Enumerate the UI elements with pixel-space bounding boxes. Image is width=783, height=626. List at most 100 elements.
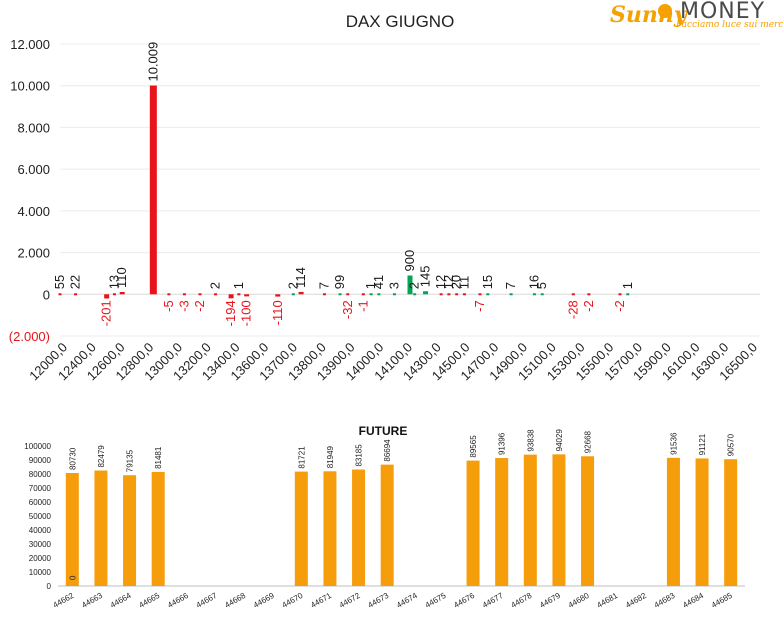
data-label: 94029 (555, 429, 564, 452)
data-label: -2 (192, 300, 207, 312)
bar (369, 293, 373, 296)
chart-title: DAX GIUGNO (346, 12, 455, 31)
data-label: -201 (99, 300, 114, 326)
data-label: 16 (526, 275, 541, 289)
x-tick-label: 44679 (538, 591, 562, 610)
bar (407, 275, 413, 295)
bar (423, 291, 429, 295)
y-tick-label: 10000 (29, 568, 52, 577)
data-label: 92668 (584, 430, 593, 453)
x-tick-label: 44669 (252, 591, 276, 610)
y-tick-label: 80000 (29, 470, 52, 479)
data-label: 41 (371, 275, 386, 289)
y-tick-label: 100000 (24, 442, 51, 451)
data-label: -7 (472, 300, 487, 312)
data-label: 3 (386, 282, 401, 289)
y-tick-label: 70000 (29, 484, 52, 493)
data-label: 55 (52, 275, 67, 289)
data-label: 93838 (526, 429, 535, 452)
data-label: 89565 (469, 435, 478, 458)
data-label: 114 (293, 267, 308, 288)
bar (361, 293, 365, 296)
y-tick-label: 4.000 (17, 204, 50, 219)
data-label: -32 (340, 300, 355, 319)
data-label: 5 (534, 282, 549, 289)
data-label: -100 (239, 300, 254, 326)
bar (540, 293, 544, 296)
brand-word-sunny: Sunny (610, 2, 687, 28)
data-label: 81949 (326, 445, 335, 468)
bar (244, 294, 250, 297)
bar (380, 464, 394, 586)
bar (338, 293, 342, 296)
data-label: 7 (503, 282, 518, 289)
bar (167, 293, 171, 296)
brand-tagline: Facciamo luce sui mercati (676, 20, 783, 30)
bar (532, 293, 536, 296)
bar (439, 293, 443, 296)
x-tick-label: 44668 (223, 591, 247, 610)
bar (571, 293, 575, 296)
brand-word-money: MONEY (680, 0, 766, 24)
bar (94, 470, 108, 586)
x-tick-label: 44684 (681, 591, 705, 610)
x-tick-label: 44681 (595, 591, 619, 610)
bar (413, 293, 417, 296)
data-label: 99 (332, 275, 347, 289)
data-label: 12 (433, 275, 448, 289)
x-tick-label: 44675 (424, 591, 448, 610)
bar (462, 293, 466, 296)
data-label: 1 (620, 282, 635, 289)
data-label: 86694 (383, 439, 392, 462)
y-tick-label: 30000 (29, 540, 52, 549)
data-label: 91396 (498, 432, 507, 455)
y-tick-label: 6.000 (17, 162, 50, 177)
x-tick-label: 44673 (366, 591, 390, 610)
sun-icon (658, 4, 672, 18)
bar (466, 460, 480, 586)
data-label: 91536 (669, 432, 678, 455)
data-label: 12 (441, 275, 456, 289)
data-label: -28 (565, 300, 580, 319)
y-tick-label: 8.000 (17, 120, 50, 135)
data-label: -194 (223, 300, 238, 326)
data-label: 110 (114, 267, 129, 288)
bar (323, 471, 337, 586)
bar (228, 294, 234, 299)
bar (478, 293, 482, 296)
bar (149, 85, 157, 295)
bar (666, 457, 680, 586)
bar (455, 293, 459, 296)
bar (151, 471, 165, 586)
data-label: 7 (316, 282, 331, 289)
x-tick-label: 44663 (80, 591, 104, 610)
bar (618, 293, 622, 296)
x-tick-label: 44682 (624, 591, 648, 610)
chart-title: FUTURE (359, 424, 408, 438)
data-label: 13 (106, 275, 121, 289)
bar (552, 454, 566, 586)
y-tick-label: 40000 (29, 526, 52, 535)
x-tick-label: 44685 (710, 591, 734, 610)
bar (119, 291, 125, 295)
y-tick-label: 2.000 (17, 246, 50, 261)
bar (587, 293, 591, 296)
bar (198, 293, 202, 296)
data-label: -5 (161, 300, 176, 312)
data-label: 91121 (698, 433, 707, 455)
bar (214, 293, 218, 296)
bar (447, 293, 451, 296)
x-tick-label: 44667 (195, 591, 219, 610)
x-tick-label: 44665 (137, 591, 161, 610)
x-tick-label: 44671 (309, 591, 333, 610)
y-tick-label: 0 (47, 582, 52, 591)
bar (352, 469, 366, 586)
data-label: 10.009 (145, 42, 160, 82)
bar (237, 293, 241, 296)
x-tick-label: 44666 (166, 591, 190, 610)
data-label: 0 (68, 575, 77, 580)
bar (724, 459, 738, 586)
x-tick-label: 44677 (481, 591, 505, 610)
